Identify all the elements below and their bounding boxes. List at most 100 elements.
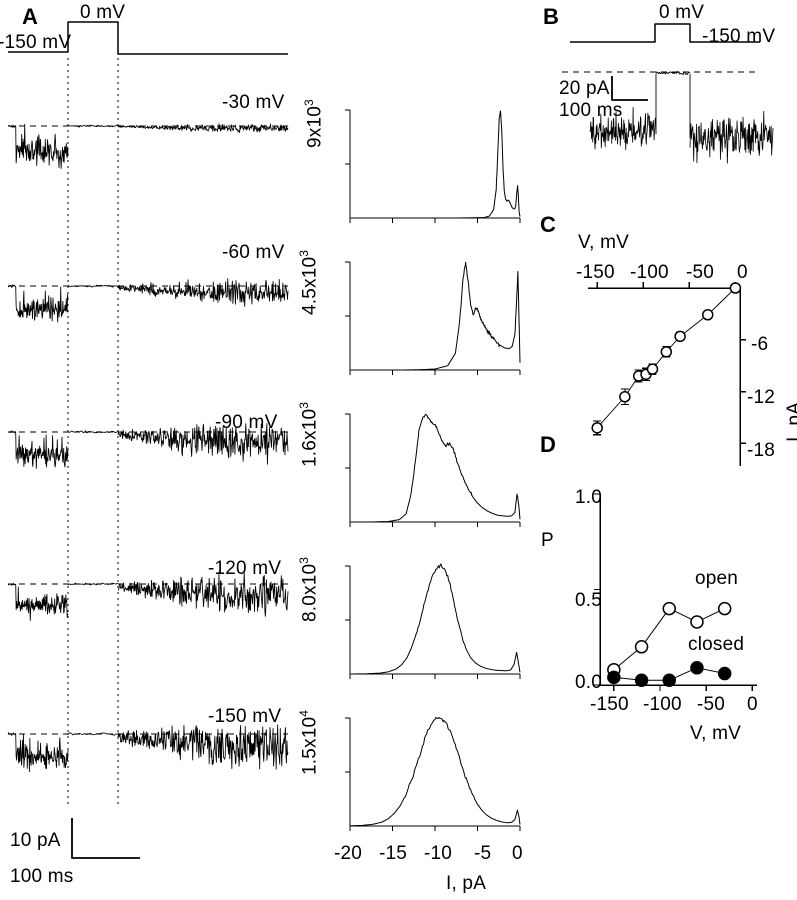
panel-letter-b: B (543, 4, 559, 29)
trace-segment-post-4 (117, 724, 289, 770)
panel-c-data-point (729, 282, 742, 294)
panel-c-ytick-0: -6 (751, 334, 769, 355)
panel-b-trace-step (655, 70, 691, 76)
panel-d-data-point-open (634, 640, 649, 654)
panel-d-series-label-closed: closed (688, 634, 745, 655)
panel-a-command-waveform (8, 21, 288, 55)
panel-b-trace-post (689, 111, 774, 164)
trace-segment-post-2 (117, 422, 289, 465)
hist-xtick-0: -20 (334, 843, 363, 864)
panel-letter-d: D (540, 432, 556, 457)
panel-b-scalebar-time: 100 ms (559, 100, 623, 121)
panel-b-command-waveform (570, 23, 760, 43)
panel-c-data-point (660, 346, 673, 358)
trace-label-3: -90 mV (215, 412, 278, 433)
hist-ylabel-1-mantissa: 9x10 (304, 105, 326, 148)
panel-d-data-point-closed (634, 673, 649, 687)
panel-d-data-point-open (662, 601, 677, 616)
panel-b-scalebar-current: 20 pA (559, 78, 610, 99)
panel-letter-c: C (540, 212, 556, 237)
trace-segment-pre-2 (7, 430, 69, 469)
panel-d-data-point-closed (690, 661, 704, 675)
panel-b-scalebar (611, 76, 648, 101)
panel-d-xtick-1: -100 (643, 694, 682, 715)
trace-segment-pre-3 (7, 582, 69, 621)
trace-label-5: -150 mV (208, 706, 282, 727)
panel-c-xaxis-label: V, mV (578, 232, 629, 253)
panel-c-xtick-2: -50 (686, 262, 715, 283)
trace-label-4: -120 mV (208, 558, 282, 579)
panel-c-data-point (646, 363, 659, 375)
hist-ylabel-2-exp: 3 (297, 249, 311, 257)
trace-segment-step-3 (67, 582, 119, 586)
hist-ylabel-1-exp: 3 (302, 99, 316, 106)
panel-c-xtick-1: -100 (630, 262, 669, 283)
panel-c-data-point (591, 422, 603, 434)
panel-d-ytick-1: 0.5 (575, 590, 603, 611)
trace-segment-post-0 (117, 123, 289, 134)
trace-label-2: -60 mV (222, 242, 285, 263)
trace-segment-post-1 (117, 278, 289, 307)
panel-d-xtick-2: -50 (697, 694, 726, 715)
hist-curve-2 (350, 413, 521, 523)
panel-a-scalebar (71, 818, 140, 859)
hist-curve-0 (350, 110, 521, 219)
hist-ylabel-2-mantissa: 4.5x10 (299, 256, 321, 315)
hist-xtick-2: -10 (424, 843, 453, 864)
trace-segment-pre-0 (7, 123, 69, 169)
hist-xtick-3: -5 (474, 843, 492, 864)
hist-ylabel-5: 1.5x104 (297, 710, 321, 775)
hist-ylabel-2: 4.5x103 (297, 250, 321, 315)
panel-d-xaxis-label: V, mV (690, 723, 741, 744)
hist-ylabel-4-mantissa: 8.0x10 (299, 563, 321, 622)
hist-curve-4 (349, 716, 521, 827)
panel-d-ytick-2: 1.0 (575, 487, 603, 508)
panel-c-ytick-1: -12 (747, 387, 776, 408)
panel-c-data-point (619, 391, 631, 403)
panel-b-step-label: 0 mV (659, 2, 705, 23)
panel-d-ytick-0: 0.0 (575, 672, 603, 693)
panel-c-data-point (674, 330, 686, 343)
trace-segment-step-2 (67, 430, 119, 434)
panel-a-step-label: 0 mV (80, 2, 126, 23)
trace-segment-pre-4 (7, 732, 69, 773)
trace-label-1: -30 mV (222, 92, 285, 113)
hist-ylabel-5-exp: 4 (297, 709, 311, 717)
panel-c-xtick-0: -150 (576, 262, 615, 283)
hist-ylabel-4-exp: 3 (297, 556, 311, 564)
trace-segment-post-3 (117, 571, 289, 617)
panel-d-xtick-0: -150 (590, 694, 629, 715)
hist-ylabel-5-mantissa: 1.5x10 (299, 716, 321, 775)
panel-c-data-point (702, 309, 714, 321)
hist-ylabel-1: 9x103 (302, 99, 326, 148)
panel-c-xtick-3: 0 (737, 262, 748, 283)
panel-d-data-point-closed (717, 666, 732, 681)
panel-b-holding-label: -150 mV (702, 26, 776, 47)
hist-xtick-1: -15 (379, 843, 408, 864)
panel-d-data-point-closed (662, 673, 677, 687)
trace-segment-step-1 (67, 284, 119, 288)
panel-a-holding-label: -150 mV (0, 32, 72, 53)
panel-d-data-point-closed (607, 670, 621, 685)
panel-c-fit-line (596, 287, 736, 429)
panel-a-scalebar-current: 10 pA (10, 830, 61, 851)
hist-xaxis-label: I, pA (446, 873, 487, 894)
panel-c-yaxis-label: I, pA (784, 401, 797, 442)
panel-d-xtick-3: 0 (747, 694, 758, 715)
trace-segment-step-0 (67, 124, 119, 128)
hist-ylabel-4: 8.0x103 (297, 557, 321, 622)
hist-ylabel-3-mantissa: 1.6x10 (299, 408, 321, 467)
trace-segment-pre-1 (7, 284, 69, 323)
hist-curve-3 (349, 563, 521, 675)
panel-d-yaxis-label: P (541, 530, 554, 551)
hist-ylabel-3-exp: 3 (297, 401, 311, 409)
hist-curve-1 (350, 261, 521, 371)
panel-a-scalebar-time: 100 ms (10, 866, 74, 887)
hist-xtick-4: 0 (512, 843, 523, 864)
panel-d-data-point-open (690, 615, 704, 629)
panel-letter-a: A (22, 4, 38, 29)
panel-c-ytick-2: -18 (747, 440, 776, 461)
trace-segment-step-4 (67, 732, 119, 736)
